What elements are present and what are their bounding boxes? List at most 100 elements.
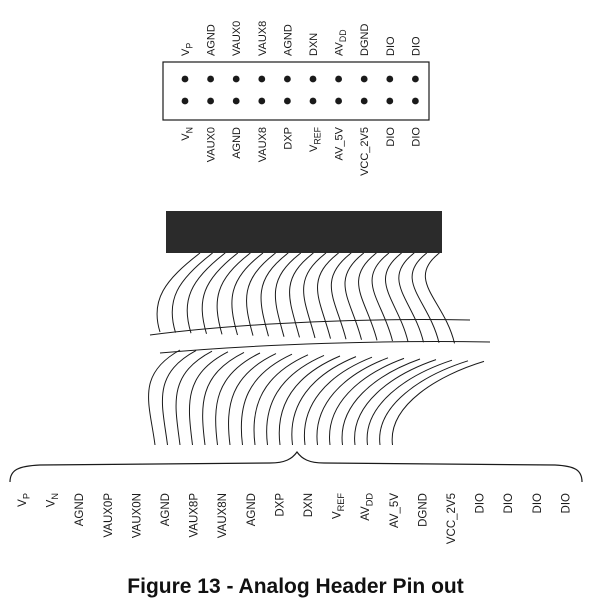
header-pin [412,75,419,83]
bottom-pin-label: VREF [308,126,322,152]
bottom-pin-label: VCC_2V5 [359,127,371,176]
pinout-label: DXP [274,493,286,517]
ribbon-wire [266,354,325,446]
bottom-pin-label: VN [180,127,194,141]
top-pin-label: VP [180,43,194,56]
header-pin [386,97,394,105]
pinout-label: AGND [160,493,172,526]
ribbon-wire [354,359,437,446]
ribbon-wire [329,357,405,446]
header-pin [360,75,368,83]
pinout-brace [9,450,583,483]
header-pin [232,75,240,83]
header-bottom-labels: VN VAUX0 AGND VAUX8 DXP VREF AV_5V VCC_2V5 DIO DI… [180,126,422,176]
top-pin-label: DXN [308,33,320,56]
ribbon-cable-wires [148,252,491,446]
pinout-label: VREF [332,493,346,519]
ribbon-wire [246,252,276,336]
header-pin [360,97,368,105]
header-pin [335,75,342,83]
pinout-label: VAUX0P [103,493,115,538]
header-pin [258,75,266,83]
ribbon-wire [202,351,245,446]
ribbon-wire [159,340,491,354]
diagram-canvas: VP AGND VAUX0 VAUX8 AGND DXN AVDD DGND DIO DIO VN… [9,21,583,545]
pinout-label: VAUX8N [217,493,229,538]
ribbon-wire [398,252,424,343]
header-pin [386,75,394,83]
pin-header-outline [162,61,430,121]
ribbon-wire [260,252,289,337]
figure-caption: Figure 13 - Analog Header Pin out [127,575,464,598]
pinout-labels: VP VN AGND VAUX0P VAUX0N AGND VAUX8P VAUX8N AGND… [17,493,572,545]
ribbon-wire [330,252,352,340]
header-pin [181,97,189,105]
ribbon-wire [344,252,365,340]
pinout-label: DXN [303,493,315,517]
pinout-label: VN [46,493,60,507]
header-top-labels: VP AGND VAUX0 VAUX8 AGND DXN AVDD DGND DIO DIO [180,21,422,56]
ribbon-wire [384,252,409,342]
ribbon-wire [175,350,213,446]
ribbon-wire [240,353,293,446]
pinout-label: VCC_2V5 [446,493,458,544]
ribbon-wire [228,353,277,446]
ribbon-wire [379,360,469,446]
header-pin [335,97,342,105]
header-pin [207,75,215,83]
bottom-pin-label: VAUX8 [257,127,269,162]
bottom-pin-label: AV_5V [334,126,346,160]
ribbon-wire [186,252,226,334]
ribbon-wire [391,360,485,446]
top-pin-label: AGND [282,24,294,56]
ribbon-wire [425,252,455,344]
ribbon-wire [371,252,393,342]
pinout-label: DGND [417,493,429,527]
pinout-label: VP [17,493,31,507]
ribbon-wire [171,252,213,333]
ribbon-wire [188,351,229,446]
pinout-label: VAUX0N [131,493,143,538]
ribbon-wire [341,358,421,446]
pinout-label: VAUX8P [189,493,201,538]
pinout-label: AGND [246,493,258,526]
ribbon-wire [317,252,339,339]
bottom-pin-label: DIO [410,127,422,147]
ribbon-wire [289,252,314,338]
ribbon-wire [161,350,197,446]
header-pin [309,75,317,83]
ribbon-wire [303,356,373,446]
ribbon-wire [215,352,261,446]
ribbon-wire [366,359,453,446]
ribbon-wire [303,252,327,339]
header-pin [284,75,291,83]
header-pin [232,97,240,105]
ribbon-wire [274,252,302,337]
ribbon-wire [358,252,378,341]
ribbon-wire [411,252,440,343]
pinout-label: DIO [503,493,515,514]
ribbon-wire [149,319,471,336]
pinout-label: DIO [475,493,487,514]
header-pin [309,97,317,105]
top-pin-label: DIO [385,36,397,56]
top-pin-label: AGND [206,24,218,56]
bottom-pin-label: VAUX0 [206,127,218,162]
ribbon-wire [291,356,357,446]
header-pins [181,75,419,105]
header-pin [412,97,419,105]
header-pin [284,97,291,105]
top-pin-label: AVDD [334,29,348,56]
header-pin [207,97,215,105]
pinout-label: AVDD [360,493,374,521]
ribbon-wire [148,349,181,446]
ribbon-wire [216,252,251,335]
ribbon-wire [316,357,389,446]
top-pin-label: DIO [410,36,422,56]
bottom-pin-label: AGND [231,127,243,159]
bottom-pin-label: DXP [282,127,294,150]
ribbon-cable-connector [166,211,442,253]
header-pin [181,75,189,83]
pinout-label: DIO [532,493,544,514]
header-pin [258,97,266,105]
